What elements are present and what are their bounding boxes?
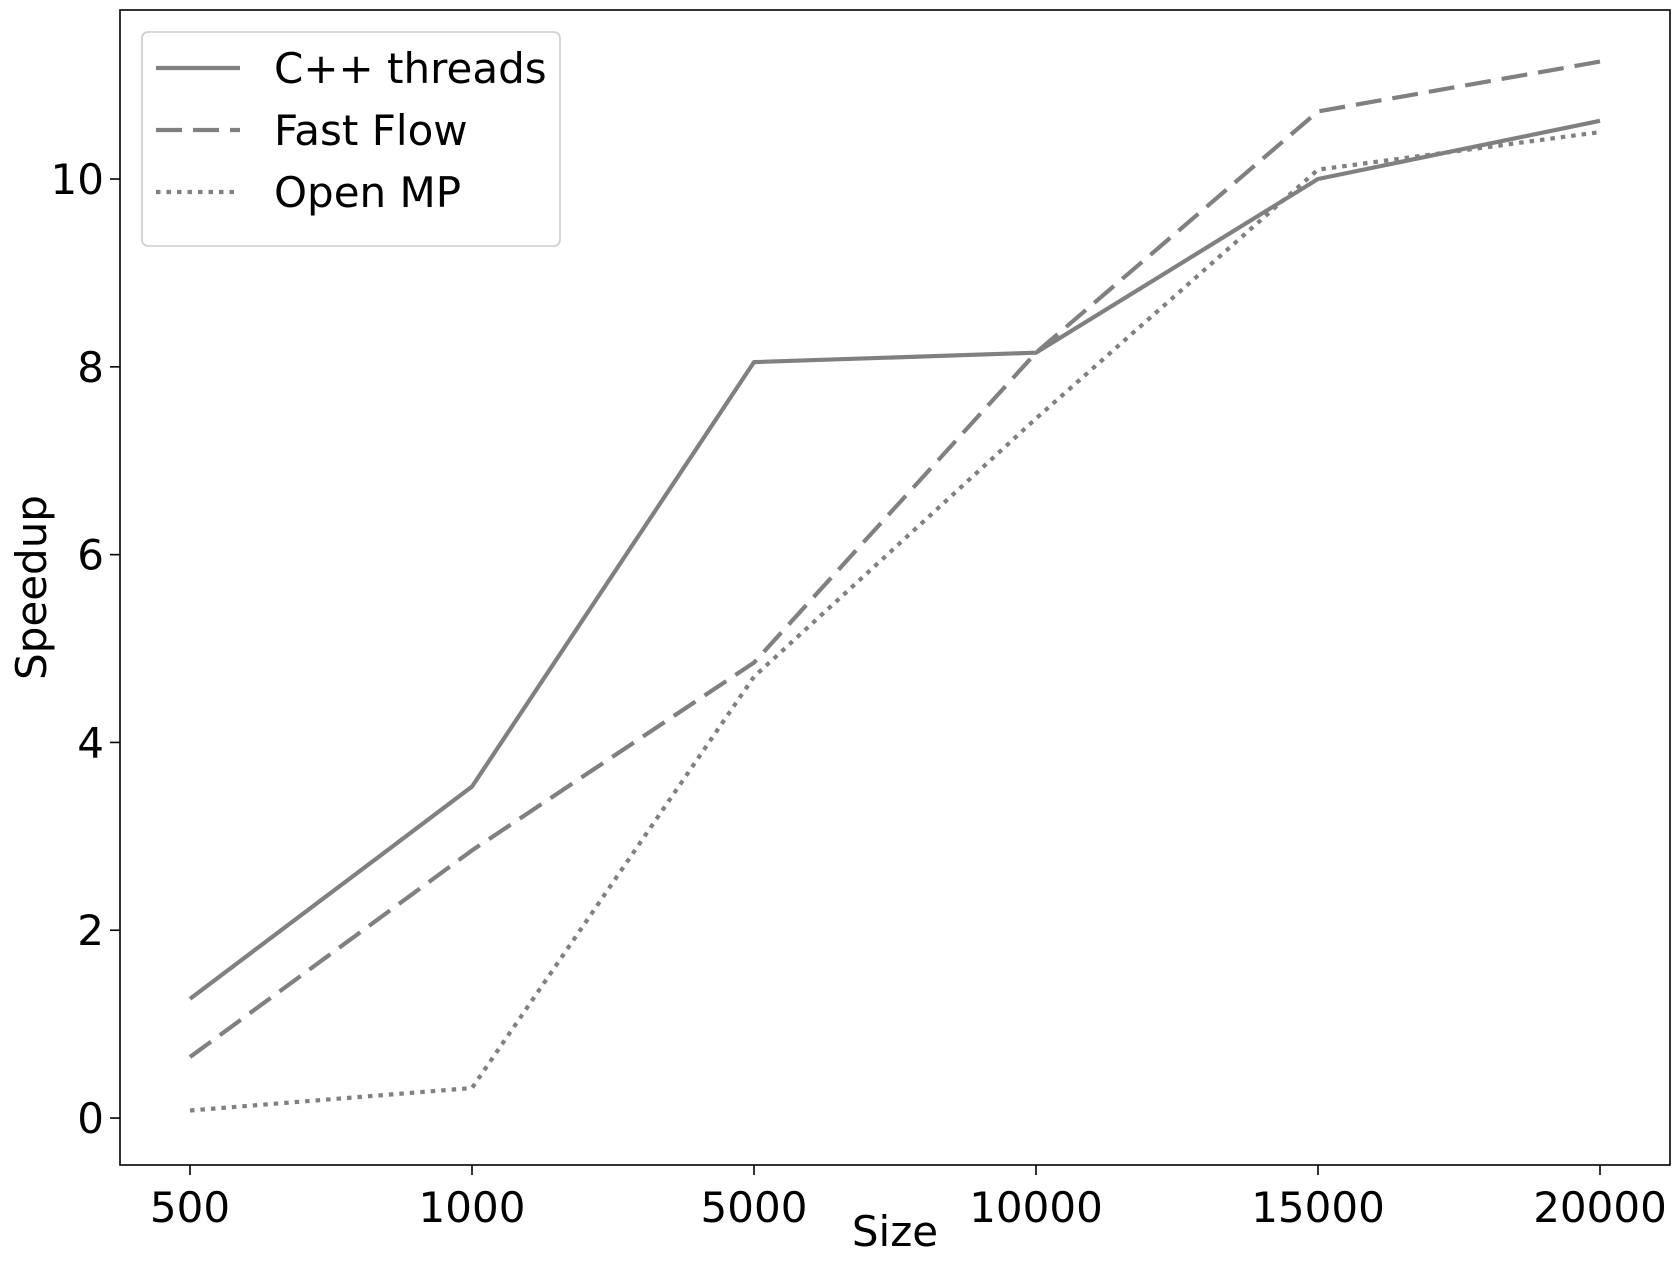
x-axis-ticks: 500 1000 5000 10000 15000 20000: [150, 1165, 1667, 1232]
y-tick-label: 8: [77, 343, 104, 392]
y-axis-ticks: 0 2 4 6 8 10: [51, 155, 120, 1143]
x-tick-label: 20000: [1533, 1183, 1667, 1232]
x-tick-label: 10000: [969, 1183, 1103, 1232]
x-tick-label: 5000: [701, 1183, 808, 1232]
y-tick-label: 4: [77, 718, 104, 767]
x-axis-label: Size: [852, 1207, 938, 1256]
series-line-1: [188, 118, 1601, 1001]
legend-label-1: C++ threads: [274, 44, 547, 93]
x-tick-label: 1000: [419, 1183, 526, 1232]
plot-frame: [119, 9, 1671, 1166]
x-tick-label: 15000: [1251, 1183, 1385, 1232]
y-axis-label: Speedup: [7, 495, 56, 680]
series-line-2: [188, 59, 1601, 1059]
legend-label-3: Open MP: [274, 168, 461, 217]
legend-label-2: Fast Flow: [274, 106, 468, 155]
y-tick-label: 10: [51, 155, 104, 204]
legend-box: [141, 31, 561, 247]
legend: C++ threads Fast Flow Open MP: [141, 31, 561, 247]
x-tick-label: 500: [150, 1183, 230, 1232]
series-line-3: [189, 130, 1601, 1113]
series-layer: [188, 59, 1601, 1113]
y-tick-label: 6: [77, 531, 104, 580]
y-tick-label: 0: [77, 1094, 104, 1143]
y-tick-label: 2: [77, 906, 104, 955]
